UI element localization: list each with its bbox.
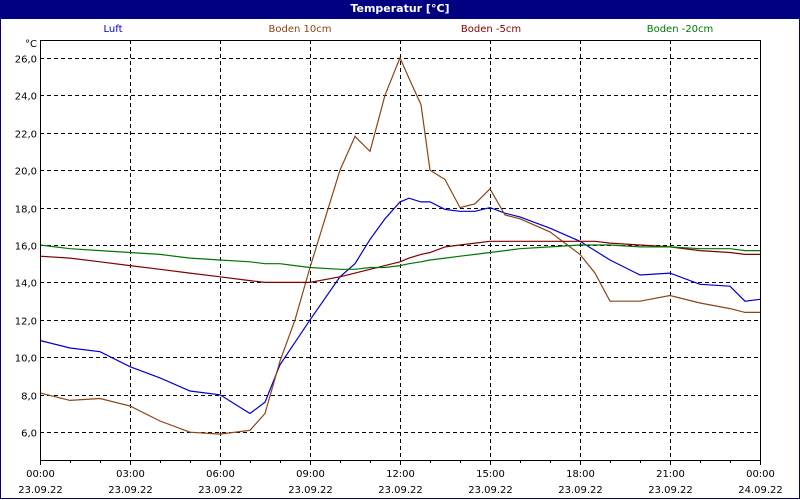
x-tick-date: 23.09.22 [378, 485, 423, 496]
x-tick-date: 24.09.22 [738, 485, 783, 496]
y-tick-label: 12,0 [15, 317, 37, 328]
x-tick-date: 23.09.22 [108, 485, 153, 496]
x-tick-date: 23.09.22 [288, 485, 333, 496]
y-tick-label: 10,0 [15, 354, 37, 365]
x-tick-time: 09:00 [296, 469, 325, 480]
x-tick-time: 03:00 [116, 469, 145, 480]
y-tick-label: 6,0 [21, 429, 37, 440]
x-tick-time: 15:00 [476, 469, 505, 480]
legend-item-0: Luft [103, 24, 123, 35]
x-tick-time: 00:00 [26, 469, 55, 480]
x-tick-date: 23.09.22 [468, 485, 513, 496]
series-line-boden-20cm [39, 244, 760, 270]
x-tick-time: 00:00 [746, 469, 775, 480]
x-tick-time: 18:00 [566, 469, 595, 480]
y-tick-label: 16,0 [15, 242, 37, 253]
legend-item-1: Boden 10cm [268, 24, 332, 35]
chart-title: Temperatur [°C] [0, 0, 800, 19]
y-tick-label: 24,0 [15, 92, 37, 103]
plot-area-border [40, 40, 761, 461]
y-tick-label: 8,0 [21, 392, 37, 403]
x-tick-date: 23.09.22 [648, 485, 693, 496]
x-tick-date: 23.09.22 [558, 485, 603, 496]
y-tick-label: 20,0 [15, 167, 37, 178]
legend-item-3: Boden -20cm [646, 24, 714, 35]
x-tick-date: 23.09.22 [18, 485, 63, 496]
legend-item-2: Boden -5cm [460, 24, 522, 35]
series-line-luft [39, 197, 761, 415]
y-axis-unit: °C [25, 39, 37, 50]
y-tick-label: 14,0 [15, 279, 37, 290]
series-line-boden-10cm [39, 56, 760, 435]
x-tick-date: 23.09.22 [198, 485, 243, 496]
x-tick-time: 21:00 [656, 469, 685, 480]
y-tick-label: 18,0 [15, 205, 37, 216]
y-tick-label: 26,0 [15, 55, 37, 66]
series-line-boden-5cm [39, 240, 760, 283]
x-tick-time: 12:00 [386, 469, 415, 480]
y-tick-label: 22,0 [15, 130, 37, 141]
x-tick-time: 06:00 [206, 469, 235, 480]
